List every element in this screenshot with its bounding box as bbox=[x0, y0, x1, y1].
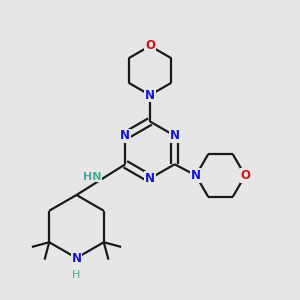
Text: H: H bbox=[72, 269, 81, 280]
Text: N: N bbox=[145, 172, 155, 185]
Text: N: N bbox=[145, 88, 155, 102]
Text: N: N bbox=[191, 169, 201, 182]
Text: N: N bbox=[71, 251, 82, 265]
Text: O: O bbox=[240, 169, 250, 182]
Text: N: N bbox=[170, 129, 180, 142]
Text: O: O bbox=[145, 39, 155, 52]
Text: N: N bbox=[120, 129, 130, 142]
Text: HN: HN bbox=[83, 172, 101, 182]
